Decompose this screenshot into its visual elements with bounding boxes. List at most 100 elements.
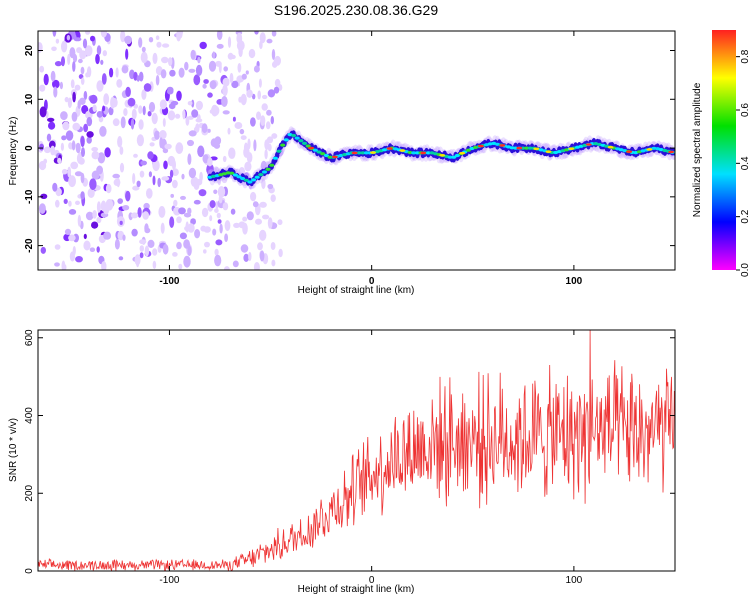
noise-blob [139,252,144,259]
colorbar-tick-label: 0.8 [740,49,750,63]
noise-blob [168,57,173,67]
noise-blob [137,207,142,218]
signal-peak [626,150,633,153]
noise-blob [101,73,107,85]
noise-blob [250,191,257,202]
noise-blob [175,113,181,119]
noise-blob [212,228,217,236]
spectrogram-x-tick-label: 0 [369,276,375,287]
noise-blob [123,108,128,117]
noise-blob [191,109,199,118]
noise-blob [148,171,152,178]
noise-blob [89,94,98,104]
noise-blob [131,228,138,237]
noise-blob [243,253,249,262]
noise-blob [264,139,270,151]
noise-blob [167,110,176,121]
noise-blob [242,216,248,222]
noise-blob [52,79,60,89]
noise-blob [232,116,236,122]
noise-blob [86,131,94,138]
signal-core [265,167,271,171]
noise-blob [75,142,81,154]
noise-blob [176,216,182,224]
noise-blob [136,75,140,82]
noise-blob [245,70,249,75]
noise-blob [40,193,48,199]
signal-core [294,136,300,140]
colorbar-ticks: 0.0 0.2 0.4 0.6 0.8 [736,49,750,277]
noise-blob [271,259,276,267]
colorbar: 0.0 0.2 0.4 0.6 0.8 Normalized spectral ampl… [692,30,750,277]
noise-blob [221,176,228,184]
noise-blob [246,211,254,221]
noise-blob [257,90,262,100]
noise-blob [39,84,46,92]
noise-blob [71,111,78,122]
noise-blob [152,260,157,269]
noise-blob [38,203,46,215]
noise-blob [188,167,197,179]
noise-blob [144,245,150,257]
noise-blob [227,36,232,48]
noise-blob [259,201,267,208]
signal-peak [545,150,552,153]
noise-blob [70,79,75,89]
noise-blob [72,91,76,103]
noise-blob [68,209,77,215]
noise-blob [162,148,169,154]
signal-core [298,139,304,143]
noise-blob [162,43,170,48]
noise-blob [120,31,126,43]
noise-blob [191,99,195,108]
noise-blob [80,135,85,148]
noise-blob [140,51,148,64]
noise-blob [265,121,271,130]
noise-blob [148,37,154,43]
signal-peak [331,155,338,159]
noise-blob [91,151,100,160]
snr-y-label: SNR (10 * v/v) [8,418,19,482]
noise-blob [54,244,61,250]
noise-blob [39,143,44,151]
noise-blob [164,143,172,150]
signal-peak [370,151,376,154]
noise-blob [100,31,107,38]
noise-blob [260,115,266,126]
noise-blob [100,200,107,212]
noise-blob [138,105,143,114]
noise-blob [152,248,158,256]
noise-blob [50,70,56,82]
noise-blob [55,38,60,44]
noise-blob [83,123,88,133]
noise-blob [188,130,197,137]
noise-blob [61,168,68,175]
noise-blob [160,69,167,79]
noise-blob [237,63,242,73]
noise-blob [170,193,174,198]
noise-blob [117,198,123,205]
noise-blob [138,119,144,130]
noise-blob [188,68,196,73]
noise-blob [255,218,262,225]
signal-core [229,171,235,175]
noise-blob [244,161,252,172]
noise-blob [161,176,170,181]
noise-blob [195,64,203,76]
noise-blob [261,178,266,190]
noise-blob [169,169,174,178]
noise-blob [270,242,276,250]
signal-core [261,170,268,174]
noise-blob [78,58,83,64]
noise-blob [204,241,210,248]
noise-blob [257,242,263,251]
colorbar-tick-label: 0.0 [740,263,750,277]
noise-blob [271,133,278,139]
noise-blob [211,104,219,117]
snr-y-tick-label: 400 [24,407,35,424]
snr-y-tick-label: 0 [24,568,35,574]
snr-panel: -100 0 100 0 200 400 600 Height of straight li… [8,329,676,595]
noise-blob [187,153,192,165]
noise-blob [224,233,229,242]
noise-blob [113,178,121,186]
